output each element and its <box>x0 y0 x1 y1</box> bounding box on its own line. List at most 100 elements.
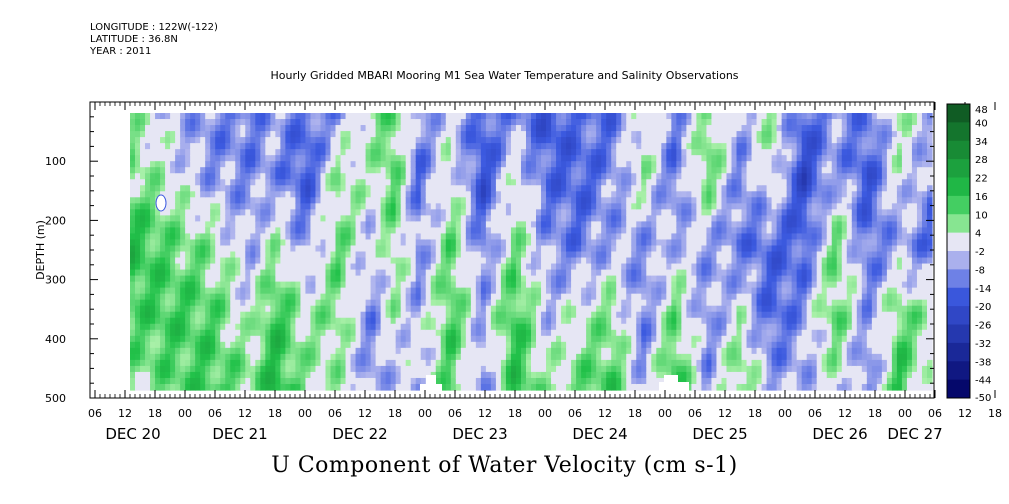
heatmap-cell <box>220 359 226 367</box>
heatmap-cell <box>551 167 557 174</box>
heatmap-cell <box>315 359 322 367</box>
heatmap-cell <box>195 143 201 150</box>
heatmap-cell <box>576 359 582 367</box>
heatmap-cell <box>345 137 352 144</box>
heatmap-cell <box>656 137 662 144</box>
heatmap-cell <box>525 359 532 367</box>
heatmap-cell <box>360 341 367 349</box>
heatmap-cell <box>495 125 502 132</box>
heatmap-cell <box>475 329 482 337</box>
heatmap-cell <box>536 365 542 373</box>
heatmap-cell <box>661 227 667 235</box>
heatmap-cell <box>475 209 482 216</box>
heatmap-cell <box>210 251 216 259</box>
heatmap-cell <box>345 269 352 277</box>
heatmap-cell <box>420 257 427 265</box>
heatmap-cell <box>260 299 266 307</box>
heatmap-cell <box>170 275 176 283</box>
heatmap-cell <box>370 149 377 156</box>
heatmap-cell <box>631 191 637 198</box>
heatmap-cell <box>495 359 502 367</box>
heatmap-cell <box>330 149 337 156</box>
heatmap-cell <box>245 281 251 289</box>
heatmap-cell <box>240 341 246 349</box>
heatmap-cell <box>561 335 567 343</box>
heatmap-cell <box>215 383 221 391</box>
heatmap-cell <box>135 227 141 235</box>
heatmap-cell <box>370 185 377 192</box>
heatmap-cell <box>150 347 156 355</box>
heatmap-cell <box>180 245 186 253</box>
heatmap-cell <box>626 137 632 144</box>
heatmap-cell <box>395 323 402 331</box>
heatmap-cell <box>571 131 577 138</box>
heatmap-cell <box>270 191 276 198</box>
heatmap-cell <box>260 269 266 277</box>
heatmap-cell <box>245 215 251 222</box>
heatmap-cell <box>480 239 487 247</box>
heatmap-cell <box>155 275 161 283</box>
heatmap-cell <box>225 383 231 391</box>
heatmap-cell <box>290 311 297 319</box>
heatmap-cell <box>606 185 612 192</box>
heatmap-cell <box>656 149 662 156</box>
heatmap-cell <box>455 359 462 367</box>
heatmap-cell <box>205 137 211 144</box>
heatmap-cell <box>285 239 291 247</box>
heatmap-cell <box>621 323 627 331</box>
heatmap-cell <box>135 287 141 295</box>
heatmap-cell <box>606 113 612 120</box>
heatmap-cell <box>195 329 201 337</box>
heatmap-cell <box>395 215 402 222</box>
heatmap-cell <box>646 281 652 289</box>
heatmap-cell <box>415 371 422 379</box>
heatmap-cell <box>190 245 196 253</box>
heatmap-cell <box>345 293 352 301</box>
heatmap-cell <box>240 299 246 307</box>
heatmap-cell <box>205 215 211 222</box>
heatmap-cell <box>225 179 231 186</box>
heatmap-cell <box>225 257 231 265</box>
heatmap-cell <box>505 341 512 349</box>
heatmap-cell <box>410 113 417 120</box>
heatmap-cell <box>475 173 482 180</box>
heatmap-cell <box>641 281 647 289</box>
heatmap-cell <box>596 299 602 307</box>
heatmap-cell <box>300 383 307 391</box>
heatmap-cell <box>566 359 572 367</box>
heatmap-cell <box>345 197 352 204</box>
heatmap-cell <box>380 299 387 307</box>
heatmap-cell <box>165 275 171 283</box>
heatmap-cell <box>485 221 492 229</box>
heatmap-cell <box>155 335 161 343</box>
heatmap-cell <box>210 347 216 355</box>
heatmap-cell <box>415 155 422 162</box>
heatmap-cell <box>425 275 432 283</box>
heatmap-cell <box>470 179 477 186</box>
heatmap-cell <box>205 167 211 174</box>
heatmap-cell <box>465 251 472 259</box>
heatmap-cell <box>250 281 256 289</box>
heatmap-cell <box>320 131 327 138</box>
heatmap-cell <box>571 311 577 319</box>
heatmap-cell <box>536 233 542 241</box>
heatmap-cell <box>440 293 447 301</box>
heatmap-cell <box>235 317 241 325</box>
heatmap-cell <box>330 299 337 307</box>
heatmap-cell <box>360 287 367 295</box>
heatmap-cell <box>140 299 146 307</box>
heatmap-cell <box>556 113 562 120</box>
heatmap-cell <box>355 197 362 204</box>
heatmap-cell <box>520 311 527 319</box>
heatmap-cell <box>345 149 352 156</box>
heatmap-cell <box>536 131 542 138</box>
heatmap-cell <box>385 179 392 186</box>
heatmap-cell <box>435 191 442 198</box>
heatmap-cell <box>626 275 632 283</box>
heatmap-cell <box>180 209 186 216</box>
heatmap-cell <box>470 329 477 337</box>
heatmap-cell <box>561 305 567 313</box>
heatmap-cell <box>586 197 592 204</box>
heatmap-cell <box>480 359 487 367</box>
heatmap-cell <box>631 203 637 210</box>
